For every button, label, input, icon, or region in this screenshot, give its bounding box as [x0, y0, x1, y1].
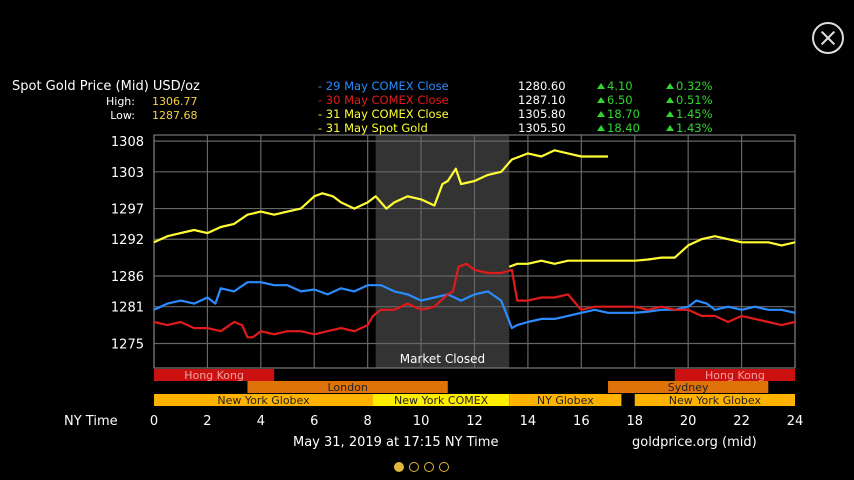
legend-percent: 0.51%	[676, 93, 713, 107]
x-tick-label: 10	[413, 414, 430, 429]
low-value: 1287.68	[152, 109, 198, 122]
legend-change: 6.50	[607, 93, 633, 107]
y-tick-label: 1281	[111, 301, 144, 316]
x-tick-label: 6	[310, 414, 318, 429]
x-tick-label: 16	[573, 414, 590, 429]
y-tick-label: 1275	[111, 337, 144, 352]
low-label: Low:	[110, 109, 135, 122]
session-label: New York Globex	[669, 394, 762, 407]
x-tick-label: 22	[733, 414, 750, 429]
session-label: London	[327, 381, 367, 394]
legend-percent: 1.43%	[676, 121, 713, 135]
session-bar	[674, 369, 795, 381]
high-value: 1306.77	[152, 95, 198, 108]
session-bar	[373, 394, 510, 406]
session-label: NY Globex	[537, 394, 594, 407]
legend-price: 1280.60	[518, 79, 566, 93]
session-bar	[154, 394, 374, 406]
session-label: Hong Kong	[184, 369, 244, 382]
up-arrow-icon	[597, 83, 605, 89]
session-label: Hong Kong	[705, 369, 765, 382]
legend-name: - 29 May COMEX Close	[318, 79, 449, 93]
market-closed-label: Market Closed	[400, 352, 485, 366]
up-arrow-icon	[666, 125, 674, 131]
y-tick-label: 1286	[111, 270, 144, 285]
legend-change: 18.70	[607, 107, 640, 121]
source-credit: goldprice.org (mid)	[632, 435, 757, 450]
x-tick-label: 24	[787, 414, 804, 429]
legend-change: 4.10	[607, 79, 633, 93]
market-closed-region	[375, 135, 510, 368]
plot-frame	[153, 134, 796, 369]
legend-change: 18.40	[607, 121, 640, 135]
legend-price: 1305.50	[518, 121, 566, 135]
up-arrow-icon	[666, 111, 674, 117]
up-arrow-icon	[666, 97, 674, 103]
legend-name: - 31 May COMEX Close	[318, 107, 449, 121]
session-label: Sydney	[668, 381, 709, 394]
chart-title: Spot Gold Price (Mid) USD/oz	[12, 79, 200, 94]
page-indicator	[394, 457, 454, 476]
series-line	[508, 235, 796, 268]
x-tick-label: 8	[364, 414, 372, 429]
close-button[interactable]	[812, 22, 844, 54]
page-dot[interactable]	[424, 462, 434, 472]
session-label: New York COMEX	[394, 394, 489, 407]
x-axis-label: NY Time	[64, 414, 118, 429]
page-dot[interactable]	[409, 462, 419, 472]
y-tick-label: 1303	[111, 166, 144, 181]
legend-name: - 31 May Spot Gold	[318, 121, 428, 135]
up-arrow-icon	[597, 111, 605, 117]
series-line	[153, 262, 796, 339]
up-arrow-icon	[597, 97, 605, 103]
x-tick-label: 20	[680, 414, 697, 429]
session-bar	[509, 394, 622, 406]
timestamp: May 31, 2019 at 17:15 NY Time	[293, 435, 499, 450]
x-tick-label: 0	[150, 414, 158, 429]
session-bar	[154, 369, 275, 381]
legend-name: - 30 May COMEX Close	[318, 93, 449, 107]
x-tick-label: 18	[626, 414, 643, 429]
high-label: High:	[106, 95, 135, 108]
series-line	[153, 149, 608, 244]
x-tick-label: 4	[257, 414, 265, 429]
page-dot[interactable]	[394, 462, 404, 472]
page-dot[interactable]	[439, 462, 449, 472]
session-bar	[247, 381, 448, 393]
x-tick-label: 14	[520, 414, 537, 429]
session-bar	[608, 381, 769, 393]
up-arrow-icon	[666, 83, 674, 89]
y-tick-label: 1292	[111, 233, 144, 248]
session-label: New York Globex	[217, 394, 310, 407]
legend-price: 1305.80	[518, 107, 566, 121]
y-tick-label: 1297	[111, 203, 144, 218]
legend-percent: 0.32%	[676, 79, 713, 93]
legend-price: 1287.10	[518, 93, 566, 107]
series-line	[153, 281, 796, 330]
legend-percent: 1.45%	[676, 107, 713, 121]
x-tick-label: 12	[466, 414, 483, 429]
x-tick-label: 2	[203, 414, 211, 429]
session-bar	[634, 394, 795, 406]
y-tick-label: 1308	[111, 135, 144, 150]
up-arrow-icon	[597, 125, 605, 131]
